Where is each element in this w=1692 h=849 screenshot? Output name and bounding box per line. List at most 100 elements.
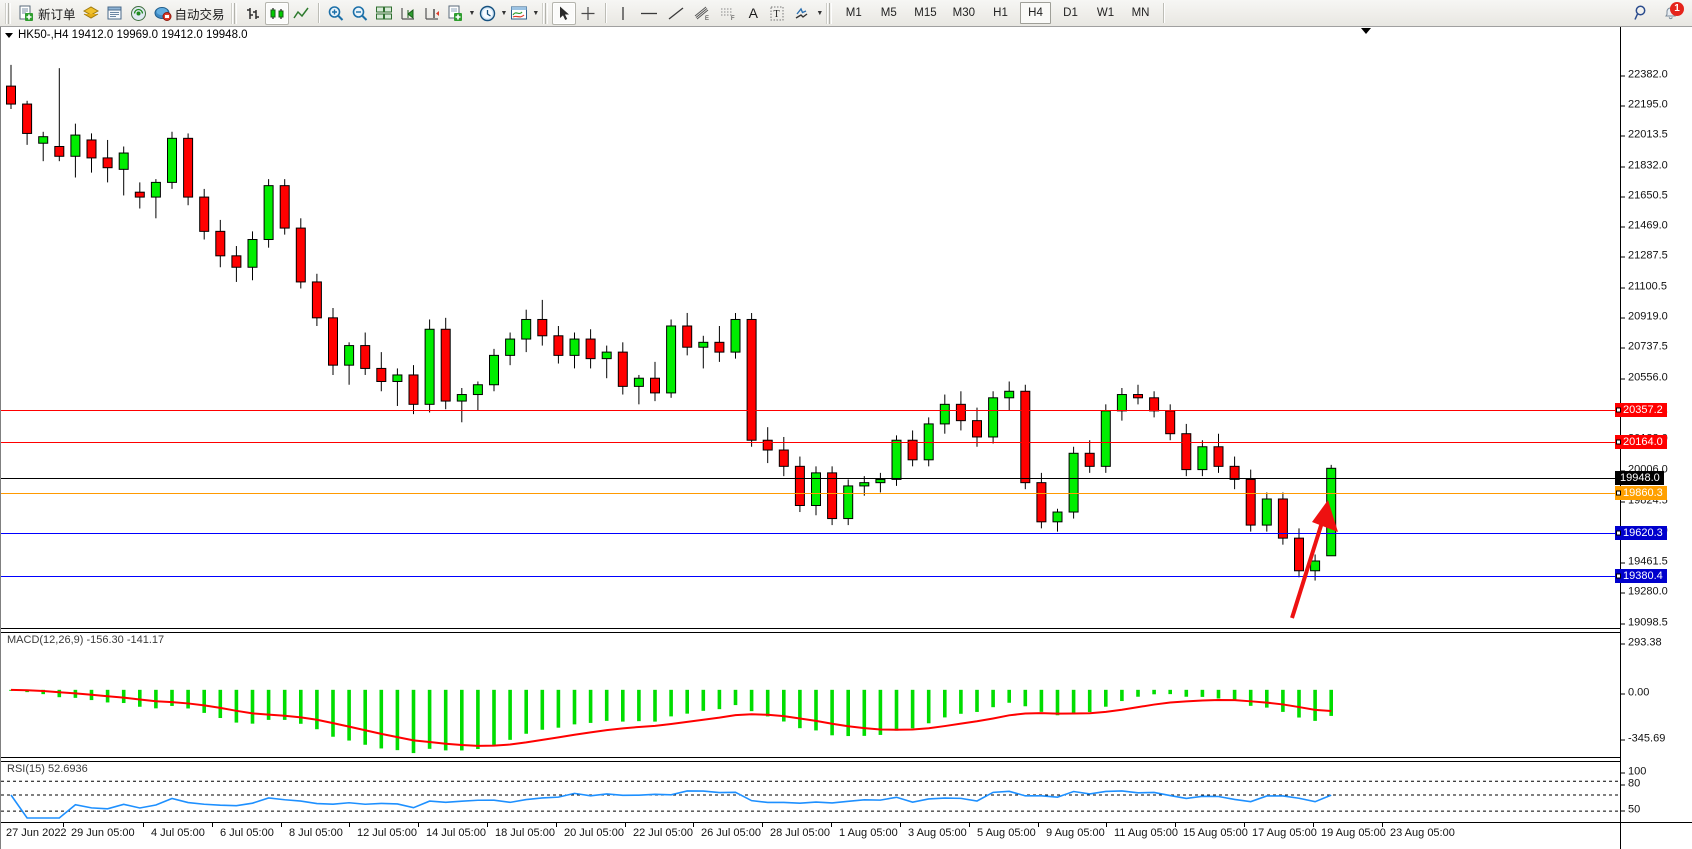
red-arrow-annotation[interactable] — [1276, 482, 1396, 632]
arrows-tool-button[interactable] — [789, 2, 815, 25]
line-chart-button[interactable] — [289, 2, 313, 25]
time-tick: 28 Jul 05:00 — [762, 822, 830, 839]
timeframe-w1[interactable]: W1 — [1096, 7, 1115, 19]
equidistant-channel-button[interactable]: E — [689, 2, 715, 25]
autotrading-button[interactable]: 自动交易 — [151, 2, 228, 25]
search-button[interactable] — [1630, 2, 1654, 25]
chart-style-button[interactable] — [79, 2, 103, 25]
chart-window[interactable]: HK50-,H4 19412.0 19969.0 19412.0 19948.0 — [0, 27, 1692, 849]
toolbar-grip[interactable] — [5, 2, 12, 24]
toolbar-grip-4[interactable] — [826, 2, 834, 24]
page-title: HK50-,H4 19412.0 19969.0 19412.0 19948.0 — [18, 29, 248, 41]
time-tick: 19 Aug 05:00 — [1313, 822, 1386, 839]
horizontal-line-tool-button[interactable] — [635, 2, 663, 25]
templates-dropdown-caret[interactable]: ▼ — [532, 9, 540, 17]
main-toolbar: 新订单 — [0, 0, 1692, 27]
fibonacci-icon: F — [718, 5, 738, 22]
new-chart-button[interactable] — [444, 2, 468, 25]
text-label-tool-button[interactable]: T — [765, 2, 789, 25]
market-watch-button[interactable] — [127, 2, 151, 25]
timeframe-m5[interactable]: M5 — [880, 7, 897, 19]
time-tick: 22 Jul 05:00 — [625, 822, 693, 839]
tile-windows-button[interactable] — [372, 2, 396, 25]
rsi-panel-divider — [1, 761, 1621, 762]
text-tool-icon: A — [748, 5, 759, 21]
scroll-end-button[interactable] — [396, 2, 420, 25]
timeframe-m1[interactable]: M1 — [845, 7, 862, 19]
price-tick: 21287.5 — [1621, 250, 1668, 262]
time-tick: 1 Aug 05:00 — [831, 822, 898, 839]
new-chart-dropdown-caret[interactable]: ▼ — [468, 9, 476, 17]
macd-panel[interactable]: MACD(12,26,9) -156.30 -141.17 — [1, 633, 1621, 757]
current-bar-marker-icon — [1361, 28, 1371, 34]
macd-tick: 0.00 — [1621, 687, 1649, 699]
crosshair-tool-button[interactable] — [576, 2, 600, 25]
price-tick: 20919.0 — [1621, 311, 1668, 323]
arrows-dropdown-caret[interactable]: ▼ — [816, 9, 824, 17]
badge-handle[interactable] — [1616, 530, 1621, 536]
toolbar-grip-3[interactable] — [542, 2, 550, 24]
price-level-badge[interactable]: 20164.0 — [1615, 435, 1667, 449]
price-tick: 22013.5 — [1621, 129, 1668, 141]
chart-menu-caret-icon[interactable] — [5, 32, 13, 38]
price-level-badge[interactable]: 19380.4 — [1615, 569, 1667, 583]
new-order-icon — [18, 5, 35, 22]
price-tick: 21650.5 — [1621, 190, 1668, 202]
badge-handle[interactable] — [1616, 573, 1621, 579]
time-axis[interactable]: 27 Jun 2022 29 Jun 05:00 4 Jul 05:00 6 Jul … — [1, 822, 1621, 849]
timeframe-d1[interactable]: D1 — [1063, 7, 1078, 19]
timeframe-mn[interactable]: MN — [1131, 7, 1150, 19]
timeframe-m15[interactable]: M15 — [914, 7, 937, 19]
bar-chart-button[interactable] — [241, 2, 265, 25]
notifications-button[interactable]: 1 — [1658, 1, 1684, 25]
candlestick-chart-button[interactable] — [264, 1, 289, 25]
timeframe-m30[interactable]: M30 — [952, 7, 976, 19]
toolbar-grip-2[interactable] — [230, 2, 238, 24]
templates-button[interactable] — [507, 2, 531, 25]
trendline-tool-button[interactable] — [663, 2, 689, 25]
notification-badge: 1 — [1670, 1, 1684, 16]
data-window-button[interactable] — [103, 2, 127, 25]
price-tick: 22382.0 — [1621, 69, 1668, 81]
cursor-tool-button[interactable] — [552, 1, 577, 25]
chart-title-bar[interactable]: HK50-,H4 19412.0 19969.0 19412.0 19948.0 — [5, 29, 248, 41]
zoom-in-icon — [327, 5, 345, 22]
fibonacci-tool-button[interactable]: F — [715, 2, 741, 25]
cursor-arrow-icon — [557, 5, 572, 21]
period-dropdown-caret[interactable]: ▼ — [500, 9, 508, 17]
price-tick: 19098.5 — [1621, 617, 1668, 629]
autotrading-label: 自动交易 — [174, 7, 225, 22]
text-tool-button[interactable]: A — [741, 2, 765, 25]
vertical-line-tool-button[interactable] — [611, 2, 635, 25]
price-level-value: 20357.2 — [1623, 404, 1663, 416]
price-level-value: 20164.0 — [1623, 436, 1663, 448]
time-tick: 4 Jul 05:00 — [143, 822, 205, 839]
new-order-button[interactable]: 新订单 — [15, 2, 79, 25]
price-axis[interactable]: 22382.0 22195.0 22013.5 21832.0 21650.5 21469… — [1615, 27, 1692, 849]
price-plot[interactable] — [1, 27, 1620, 822]
price-level-badge[interactable]: 19620.3 — [1615, 526, 1667, 540]
zoom-in-button[interactable] — [324, 2, 348, 25]
time-tick: 26 Jul 05:00 — [693, 822, 761, 839]
window-list-icon — [106, 5, 123, 21]
price-level-badge[interactable]: 19860.3 — [1615, 486, 1667, 500]
timeframe-h4[interactable]: H4 — [1020, 2, 1052, 24]
resistance-line-20164[interactable] — [1, 439, 1620, 446]
auto-scroll-button[interactable] — [420, 2, 444, 25]
zoom-out-button[interactable] — [348, 2, 372, 25]
template-icon — [510, 5, 528, 21]
timeframe-h1[interactable]: H1 — [993, 7, 1008, 19]
period-button[interactable] — [475, 2, 499, 25]
price-tick: 19824.5 — [1621, 495, 1668, 507]
badge-handle[interactable] — [1616, 407, 1621, 413]
price-level-value: 19380.4 — [1623, 570, 1663, 582]
time-tick: 11 Aug 05:00 — [1105, 822, 1179, 839]
price-level-badge[interactable]: 20357.2 — [1615, 403, 1667, 417]
badge-handle[interactable] — [1616, 490, 1621, 496]
rsi-panel[interactable]: RSI(15) 52.6936 — [1, 762, 1621, 822]
resistance-line-20357[interactable] — [1, 407, 1620, 414]
price-level-badge[interactable]: 19948.0 — [1615, 471, 1664, 485]
current-price-line — [1, 478, 1620, 479]
rsi-panel-divider-top — [1, 757, 1621, 758]
badge-handle[interactable] — [1616, 439, 1621, 445]
